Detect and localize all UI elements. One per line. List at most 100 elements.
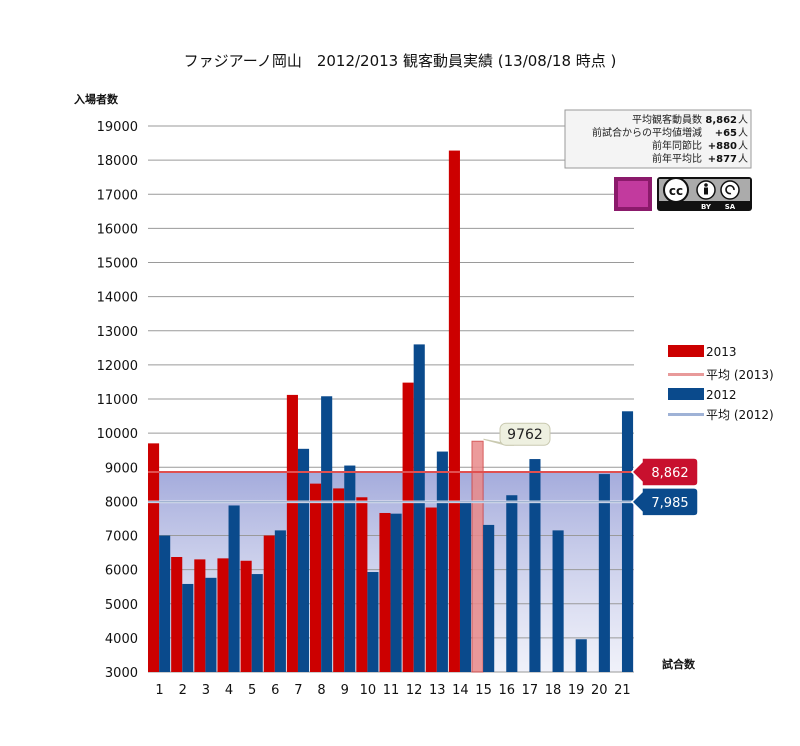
y-axis-label: 入場者数 (74, 92, 119, 106)
y-tick-label: 5000 (105, 598, 138, 613)
bar-2012 (182, 583, 194, 672)
bar-2012 (459, 500, 472, 672)
club-logo-inner (618, 181, 648, 207)
y-tick-label: 17000 (97, 188, 138, 203)
bar-2013 (379, 512, 391, 672)
x-tick-label: 6 (271, 683, 279, 698)
stat-value: +877 (708, 154, 737, 165)
bar-2013-projection (471, 440, 484, 673)
y-tick-label: 16000 (97, 222, 138, 237)
x-tick-label: 16 (498, 683, 515, 698)
legend-swatch-avg-2012 (668, 413, 704, 416)
by-label: BY (701, 203, 712, 211)
plot-area: 3000400050006000700080009000100001100012… (97, 120, 699, 698)
x-tick-label: 19 (568, 683, 585, 698)
bar-2012 (413, 344, 425, 672)
legend: 2013 平均 (2013) 2012 平均 (2012) (668, 345, 774, 422)
x-tick-label: 15 (475, 683, 492, 698)
bar-2013 (448, 150, 460, 672)
stat-unit: 人 (738, 140, 748, 152)
y-tick-label: 19000 (97, 120, 138, 135)
cc-icon-text: cc (669, 184, 683, 198)
bar-2013 (310, 483, 322, 672)
average-2012-callout-label: 7,985 (651, 496, 688, 511)
y-tick-label: 8000 (105, 495, 138, 510)
bar-2013 (171, 556, 183, 672)
sa-icon-arrow (725, 184, 735, 195)
stat-value: +65 (715, 128, 737, 139)
bar-2013 (356, 497, 368, 672)
y-tick-label: 3000 (105, 666, 138, 681)
bar-2012 (228, 505, 240, 672)
stats-box-frame (564, 109, 752, 169)
x-tick-label: 12 (406, 683, 423, 698)
average-2012-callout-box (630, 487, 699, 517)
legend-label-avg-2013: 平均 (2013) (706, 368, 774, 382)
x-tick-label: 7 (294, 683, 302, 698)
x-tick-label: 18 (545, 683, 562, 698)
legend-label-2012: 2012 (706, 388, 737, 402)
y-tick-label: 10000 (97, 427, 138, 442)
bar-2012 (367, 572, 379, 672)
y-tick-label: 13000 (97, 325, 138, 340)
cc-icon (663, 177, 689, 203)
legend-label-avg-2012: 平均 (2012) (706, 408, 774, 422)
stat-unit: 人 (738, 153, 748, 165)
x-tick-label: 13 (429, 683, 446, 698)
legend-swatch-2013 (668, 345, 704, 357)
bar-2012 (251, 574, 263, 672)
projection-callout-label: 9762 (507, 427, 543, 443)
x-tick-label: 8 (317, 683, 325, 698)
y-tick-label: 9000 (105, 461, 138, 476)
bar-2012 (205, 577, 217, 672)
stat-value: +880 (708, 141, 737, 152)
y-tick-label: 11000 (97, 393, 138, 408)
bar-2013 (425, 507, 437, 672)
x-tick-label: 10 (360, 683, 377, 698)
bar-2013 (148, 443, 160, 672)
stat-unit: 人 (738, 127, 748, 139)
by-icon-head (704, 183, 708, 187)
x-tick-label: 14 (452, 683, 469, 698)
license-area: cc BY SA (614, 177, 752, 211)
y-tick-label: 18000 (97, 154, 138, 169)
y-tick-label: 12000 (97, 359, 138, 374)
bar-2013 (333, 488, 345, 672)
bar-2013 (240, 560, 252, 672)
bar-2013 (217, 558, 229, 672)
bar-2012 (483, 524, 495, 672)
projection-callout-box (499, 422, 551, 446)
x-axis-label: 試合数 (662, 657, 696, 671)
average-2013-callout-box (630, 457, 699, 487)
bar-2013 (263, 535, 275, 672)
bar-2012 (506, 495, 518, 672)
stat-label: 前年同節比 (652, 139, 702, 152)
x-tick-label: 4 (225, 683, 233, 698)
legend-swatch-2012 (668, 388, 704, 400)
bar-2013 (286, 394, 298, 672)
y-tick-label: 6000 (105, 564, 138, 579)
sa-icon (720, 180, 740, 200)
x-tick-label: 21 (614, 683, 631, 698)
stat-label: 前年平均比 (652, 152, 702, 165)
stat-unit: 人 (738, 114, 748, 126)
stat-value: 8,862 (705, 115, 737, 126)
stat-label: 平均観客動員数 (632, 113, 702, 126)
bar-2012 (344, 465, 356, 672)
bar-2012 (621, 411, 634, 672)
x-tick-label: 17 (522, 683, 539, 698)
x-tick-label: 11 (383, 683, 400, 698)
bar-2012 (274, 530, 286, 672)
bar-2012 (297, 448, 310, 672)
chart-title: ファジアーノ岡山 2012/2013 観客動員実績 (13/08/18 時点 ) (184, 52, 617, 70)
bar-2012 (575, 639, 587, 672)
stat-label: 前試合からの平均値増減 (592, 126, 702, 139)
x-tick-label: 3 (202, 683, 210, 698)
legend-swatch-avg-2013 (668, 373, 704, 376)
bar-2012 (598, 474, 610, 672)
y-tick-label: 7000 (105, 530, 138, 545)
by-icon-body (704, 187, 708, 195)
x-tick-label: 20 (591, 683, 608, 698)
